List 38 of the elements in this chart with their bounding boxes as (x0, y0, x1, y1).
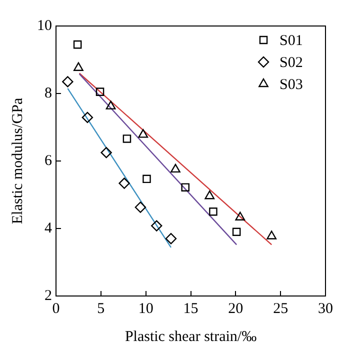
point (100, 146, 112, 158)
point (122, 134, 132, 143)
y-tick-label: 2 (44, 288, 52, 304)
legend-label: S01 (280, 32, 303, 49)
point (62, 76, 74, 88)
point (209, 207, 218, 216)
point (118, 178, 130, 189)
y-tick-label: 4 (44, 220, 52, 236)
point (106, 100, 116, 110)
y-tick-label: 10 (37, 18, 52, 34)
legend-label: S03 (280, 76, 303, 93)
legend-label: S02 (280, 54, 303, 71)
x-tick-label: 20 (228, 300, 244, 317)
x-tick-label: 0 (52, 300, 60, 317)
point (170, 164, 180, 173)
point (82, 112, 94, 124)
point (73, 40, 82, 49)
point (181, 183, 190, 192)
point (138, 129, 148, 138)
x-tick-label: 5 (97, 300, 105, 317)
point (134, 202, 146, 213)
y-tick-label: 6 (44, 152, 52, 169)
x-tick-label: 15 (183, 300, 198, 317)
point (204, 190, 215, 200)
point (74, 62, 84, 71)
point (232, 228, 241, 236)
point (235, 212, 246, 220)
y-axis-title: Elastic modulus/GPa (10, 98, 26, 224)
x-tick-label: 25 (273, 300, 288, 317)
x-tick-label: 30 (318, 300, 333, 317)
x-axis-title: Plastic shear strain/‰ (124, 328, 257, 345)
point (165, 233, 177, 244)
x-tick-label: 10 (138, 300, 154, 317)
y-tick-label: 8 (44, 85, 52, 102)
point (151, 220, 162, 232)
point (142, 174, 151, 184)
point (266, 230, 277, 240)
point (96, 88, 104, 96)
